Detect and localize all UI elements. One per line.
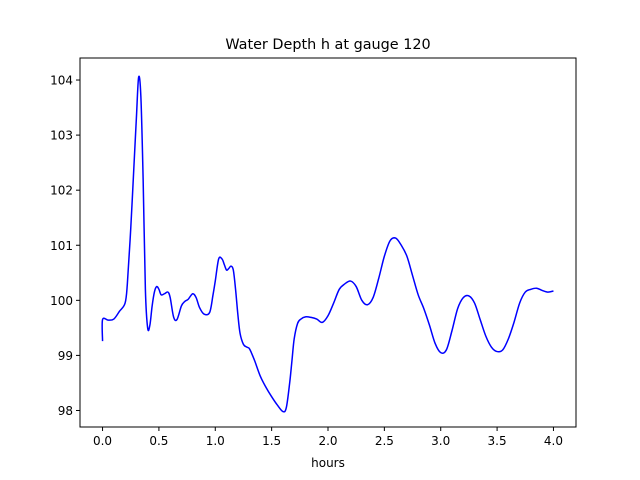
y-tick-label: 103 [50,129,73,143]
series-line [101,75,554,413]
x-axis: 0.0 0.5 1.0 1.5 2.0 2.5 3.0 3.5 4.0 [93,427,563,448]
y-tick-label: 104 [50,74,73,88]
y-tick-label: 99 [58,349,73,363]
y-axis: 98 99 100 101 102 103 104 [50,74,80,418]
x-tick-label: 1.5 [262,434,281,448]
x-tick-label: 2.0 [318,434,337,448]
chart-title: Water Depth h at gauge 120 [225,37,430,53]
y-tick-label: 101 [50,239,73,253]
x-tick-label: 3.0 [431,434,450,448]
y-tick-label: 100 [50,294,73,308]
x-tick-label: 0.5 [149,434,168,448]
y-tick-label: 102 [50,184,73,198]
x-axis-label: hours [311,456,345,470]
x-tick-label: 3.5 [488,434,507,448]
x-tick-label: 2.5 [375,434,394,448]
x-tick-label: 4.0 [544,434,563,448]
plot-frame [79,57,577,428]
x-tick-label: 1.0 [206,434,225,448]
x-tick-label: 0.0 [93,434,112,448]
y-tick-label: 98 [58,404,73,418]
plot-area [80,58,576,427]
